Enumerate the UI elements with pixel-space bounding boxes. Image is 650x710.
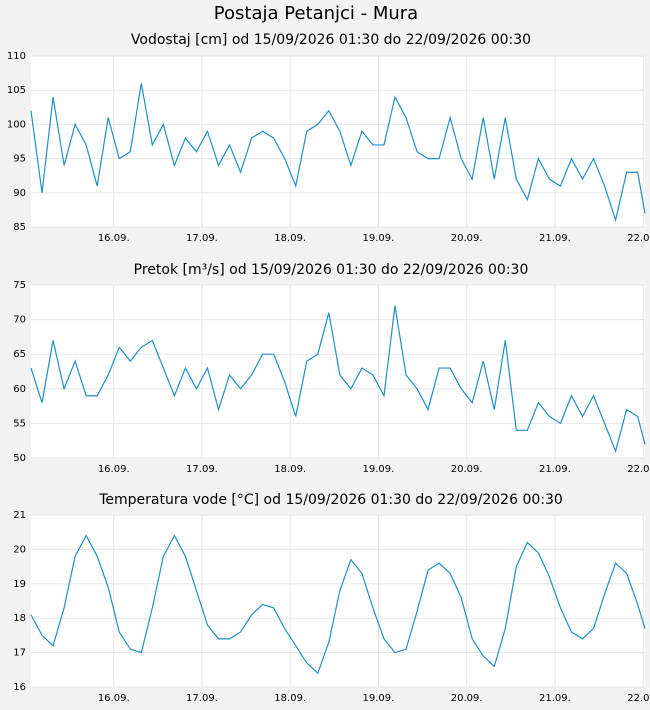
x-tick-label: 20.09. <box>451 693 483 704</box>
y-tick-label: 110 <box>7 51 26 62</box>
y-tick-label: 90 <box>13 188 26 199</box>
y-tick-label: 105 <box>7 85 26 96</box>
data-line <box>30 83 646 223</box>
chart-title: Vodostaj [cm] od 15/09/2026 01:30 do 22/… <box>131 32 531 48</box>
plot-area <box>31 285 645 458</box>
y-tick-label: 18 <box>13 613 26 624</box>
y-tick-label: 21 <box>13 510 26 521</box>
page-title: Postaja Petanjci - Mura <box>214 3 418 24</box>
y-tick-label: 100 <box>7 119 26 130</box>
x-tick-label: 22.09. <box>627 233 650 244</box>
x-tick-label: 16.09. <box>98 693 130 704</box>
x-tick-label: 21.09. <box>539 464 571 475</box>
x-tick-label: 16.09. <box>98 464 130 475</box>
y-tick-label: 16 <box>13 682 26 693</box>
x-tick-label: 17.09. <box>186 693 218 704</box>
y-tick-label: 85 <box>13 222 26 233</box>
x-tick-label: 18.09. <box>274 464 306 475</box>
x-tick-label: 21.09. <box>539 233 571 244</box>
plot-area <box>31 56 645 227</box>
chart-title: Pretok [m³/s] od 15/09/2026 01:30 do 22/… <box>134 262 529 278</box>
data-line <box>30 534 646 675</box>
chart-title: Temperatura vode [°C] od 15/09/2026 01:3… <box>98 492 563 508</box>
x-tick-label: 20.09. <box>451 233 483 244</box>
x-tick-label: 21.09. <box>539 693 571 704</box>
x-tick-label: 20.09. <box>451 464 483 475</box>
x-tick-label: 16.09. <box>98 233 130 244</box>
x-tick-label: 19.09. <box>363 464 395 475</box>
x-tick-label: 18.09. <box>274 693 306 704</box>
x-tick-label: 17.09. <box>186 464 218 475</box>
x-tick-label: 22.09. <box>627 464 650 475</box>
x-tick-label: 19.09. <box>363 233 395 244</box>
y-tick-label: 50 <box>13 453 26 464</box>
x-tick-label: 19.09. <box>363 693 395 704</box>
y-tick-label: 95 <box>13 154 26 165</box>
data-line <box>30 305 646 453</box>
x-tick-label: 18.09. <box>274 233 306 244</box>
y-tick-label: 55 <box>13 418 26 429</box>
y-tick-label: 19 <box>13 579 26 590</box>
y-tick-label: 17 <box>13 648 26 659</box>
y-tick-label: 70 <box>13 315 26 326</box>
y-tick-label: 60 <box>13 384 26 395</box>
y-tick-label: 75 <box>13 280 26 291</box>
x-tick-label: 22.09. <box>627 693 650 704</box>
y-tick-label: 20 <box>13 544 26 555</box>
y-tick-label: 65 <box>13 349 26 360</box>
x-tick-label: 17.09. <box>186 233 218 244</box>
